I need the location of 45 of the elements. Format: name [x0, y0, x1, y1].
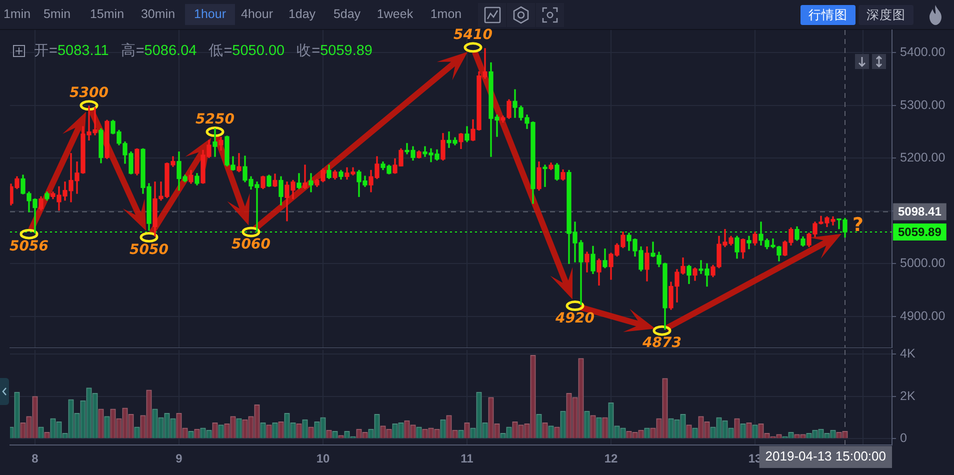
text: 4hour [240, 6, 274, 23]
annotation: 5410 [454, 27, 493, 44]
annotation: 5060 [232, 236, 271, 253]
ref-line-label: 5059.89 [898, 224, 942, 239]
y-tick-label: 5200.00 [900, 150, 946, 165]
y-tick-label: 4K [900, 346, 916, 361]
candlestick [302, 164, 308, 190]
text: 1day [287, 6, 317, 23]
text: 深度图 [858, 5, 914, 25]
x-tick-label: 8 [32, 452, 39, 466]
text: 5day [332, 6, 362, 23]
annotation: 5056 [10, 238, 49, 255]
text: 5min [42, 6, 72, 23]
x-tick-label: 12 [604, 452, 618, 466]
text: 1hour [185, 4, 235, 25]
annotation: 5300 [70, 85, 109, 102]
annotation: ? [852, 214, 864, 236]
text: 行情图 [800, 5, 856, 25]
text: 30min [140, 6, 176, 23]
y-tick-label: 2K [900, 388, 916, 403]
text: 1mon [429, 6, 463, 23]
annotation: 4920 [554, 310, 595, 326]
text: 15min [88, 6, 126, 23]
annotation: 开=5083.11 [34, 43, 109, 59]
candlestick [212, 128, 218, 157]
text: 1week [376, 6, 414, 23]
y-tick-label: 0 [900, 431, 907, 446]
x-tick-label: 10 [316, 452, 330, 466]
annotation: 高=5086.04 [120, 43, 197, 59]
y-tick-label: 5300.00 [900, 98, 946, 112]
annotation: 低=5050.00 [208, 43, 285, 59]
x-tick-label: 11 [460, 452, 474, 466]
y-tick-label: 5000.00 [900, 256, 946, 270]
y-tick-label: 4900.00 [900, 308, 946, 323]
annotation: 5250 [196, 111, 235, 128]
ref-line-label: 5098.41 [898, 204, 942, 219]
ref-line-label: 2019-04-13 15:00:00 [765, 448, 886, 464]
candlestick [236, 153, 242, 172]
x-tick-label: 9 [176, 452, 183, 466]
annotation: 4873 [642, 335, 682, 352]
annotation: 5050 [130, 242, 169, 258]
y-tick-label: 5400.00 [900, 45, 946, 60]
candlestick [542, 164, 548, 187]
text: 1min [2, 6, 32, 23]
annotation: 收=5059.89 [296, 43, 372, 59]
